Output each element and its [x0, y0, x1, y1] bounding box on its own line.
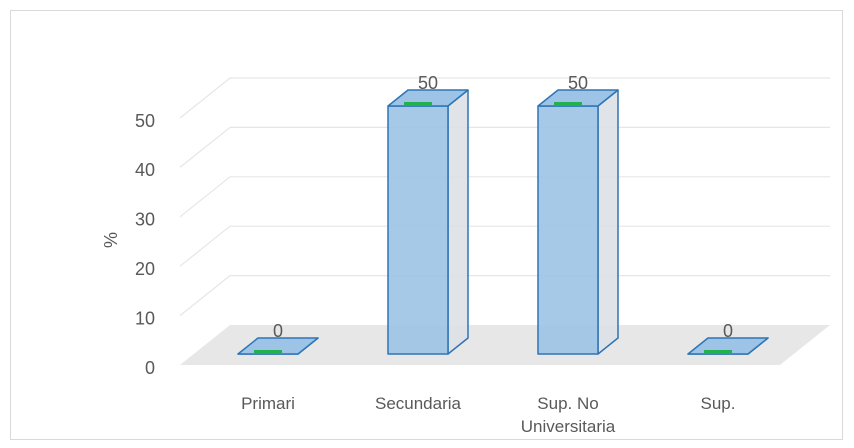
y-axis-title: %: [101, 232, 121, 248]
bar-front: [387, 105, 449, 355]
y-tick-label: 40: [135, 160, 155, 180]
bar-side: [597, 89, 619, 355]
x-tick-label: Sup.: [700, 394, 736, 413]
data-label: 0: [723, 321, 733, 341]
floor: [180, 325, 830, 365]
x-tick-label: Primari: [241, 394, 295, 413]
bar-side: [447, 89, 469, 355]
x-tick-label: Secundaria: [374, 394, 461, 413]
grid-line: [179, 176, 830, 218]
grid-line: [179, 275, 830, 317]
y-tick-label: 0: [145, 358, 155, 378]
grid-line: [179, 126, 830, 168]
y-tick-label: 20: [135, 259, 155, 279]
y-tick-label: 30: [135, 210, 155, 230]
y-tick-label: 10: [135, 308, 155, 328]
bar: [387, 89, 469, 355]
bar: [537, 89, 619, 355]
bar-front: [537, 105, 599, 355]
grid-line: [179, 77, 830, 119]
data-label: 50: [418, 73, 438, 93]
y-tick-label: 50: [135, 111, 155, 131]
data-label: 50: [568, 73, 588, 93]
data-label: 0: [273, 321, 283, 341]
bar: [687, 337, 769, 355]
bar: [237, 337, 319, 355]
x-tick-label: Sup. No Universitaria: [520, 394, 616, 436]
grid-line: [179, 225, 830, 267]
